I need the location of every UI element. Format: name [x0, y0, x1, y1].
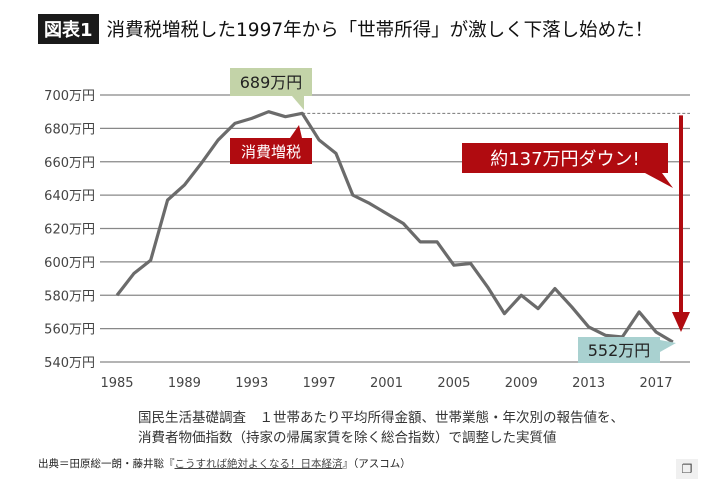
tax-label-pointer — [290, 125, 302, 138]
note-line-2: 消費者物価指数（持家の帰属家賃を除く総合指数）で調整した実質値 — [138, 430, 557, 446]
note-line-1: 国民生活基礎調査 １世帯あたり平均所得金額、世帯業態・年次別の報告値を、 — [138, 410, 624, 426]
income-series-line — [115, 110, 674, 344]
source-prefix: 出典＝田原総一朗・藤井聡『 — [38, 458, 175, 470]
line-chart: 540万円 560万円 580万円 600万円 620万円 640万円 660万円 680万円… — [44, 68, 690, 391]
title-text: 消費税増税した1997年から「世帯所得」が激しく下落し始めた！ — [106, 20, 654, 41]
drop-label-box — [462, 143, 668, 173]
y-tick-label: 680万円 — [44, 122, 95, 137]
y-tick-label: 600万円 — [44, 256, 95, 271]
peak-label-box — [230, 68, 312, 96]
x-tick-label: 1985 — [100, 376, 133, 391]
chart-title: 図表1 消費税増税した1997年から「世帯所得」が激しく下落し始めた！ — [38, 14, 653, 44]
y-tick-label: 540万円 — [44, 356, 95, 371]
figure-badge: 図表1 — [38, 14, 99, 44]
x-tick-label: 2005 — [437, 376, 470, 391]
tax-label-box — [230, 138, 312, 164]
peak-label-pointer — [292, 96, 304, 110]
drop-arrow-head — [672, 311, 690, 332]
y-tick-label: 560万円 — [44, 323, 95, 338]
x-tick-label: 1993 — [235, 376, 268, 391]
y-tick-label: 700万円 — [44, 89, 95, 104]
source-suffix: 』（アスコム） — [342, 458, 411, 470]
x-tick-label: 2009 — [505, 376, 538, 391]
x-tick-label: 1997 — [303, 376, 336, 391]
y-tick-label: 660万円 — [44, 156, 95, 171]
x-tick-label: 2001 — [370, 376, 403, 391]
tax-increase-label: 消費増税 — [241, 143, 301, 161]
last-label-pointer — [660, 340, 676, 352]
drop-label: 約137万円ダウン! — [490, 149, 640, 170]
y-tick-label: 580万円 — [44, 289, 95, 304]
book-link[interactable]: こうすれば絶対よくなる！日本経済 — [174, 458, 343, 470]
last-label-box — [578, 337, 660, 363]
y-tick-label: 640万円 — [44, 189, 95, 204]
x-tick-label: 2013 — [572, 376, 605, 391]
source-credit: 出典＝田原総一朗・藤井聡『こうすれば絶対よくなる！日本経済』（アスコム） — [38, 456, 411, 471]
x-tick-label: 2017 — [639, 376, 672, 391]
y-tick-label: 620万円 — [44, 223, 95, 238]
peak-label: 689万円 — [240, 73, 303, 92]
x-tick-label: 1989 — [168, 376, 201, 391]
last-value-label: 552万円 — [588, 341, 651, 360]
drop-label-pointer — [645, 173, 673, 188]
copy-icon[interactable]: ❐ — [676, 459, 698, 479]
